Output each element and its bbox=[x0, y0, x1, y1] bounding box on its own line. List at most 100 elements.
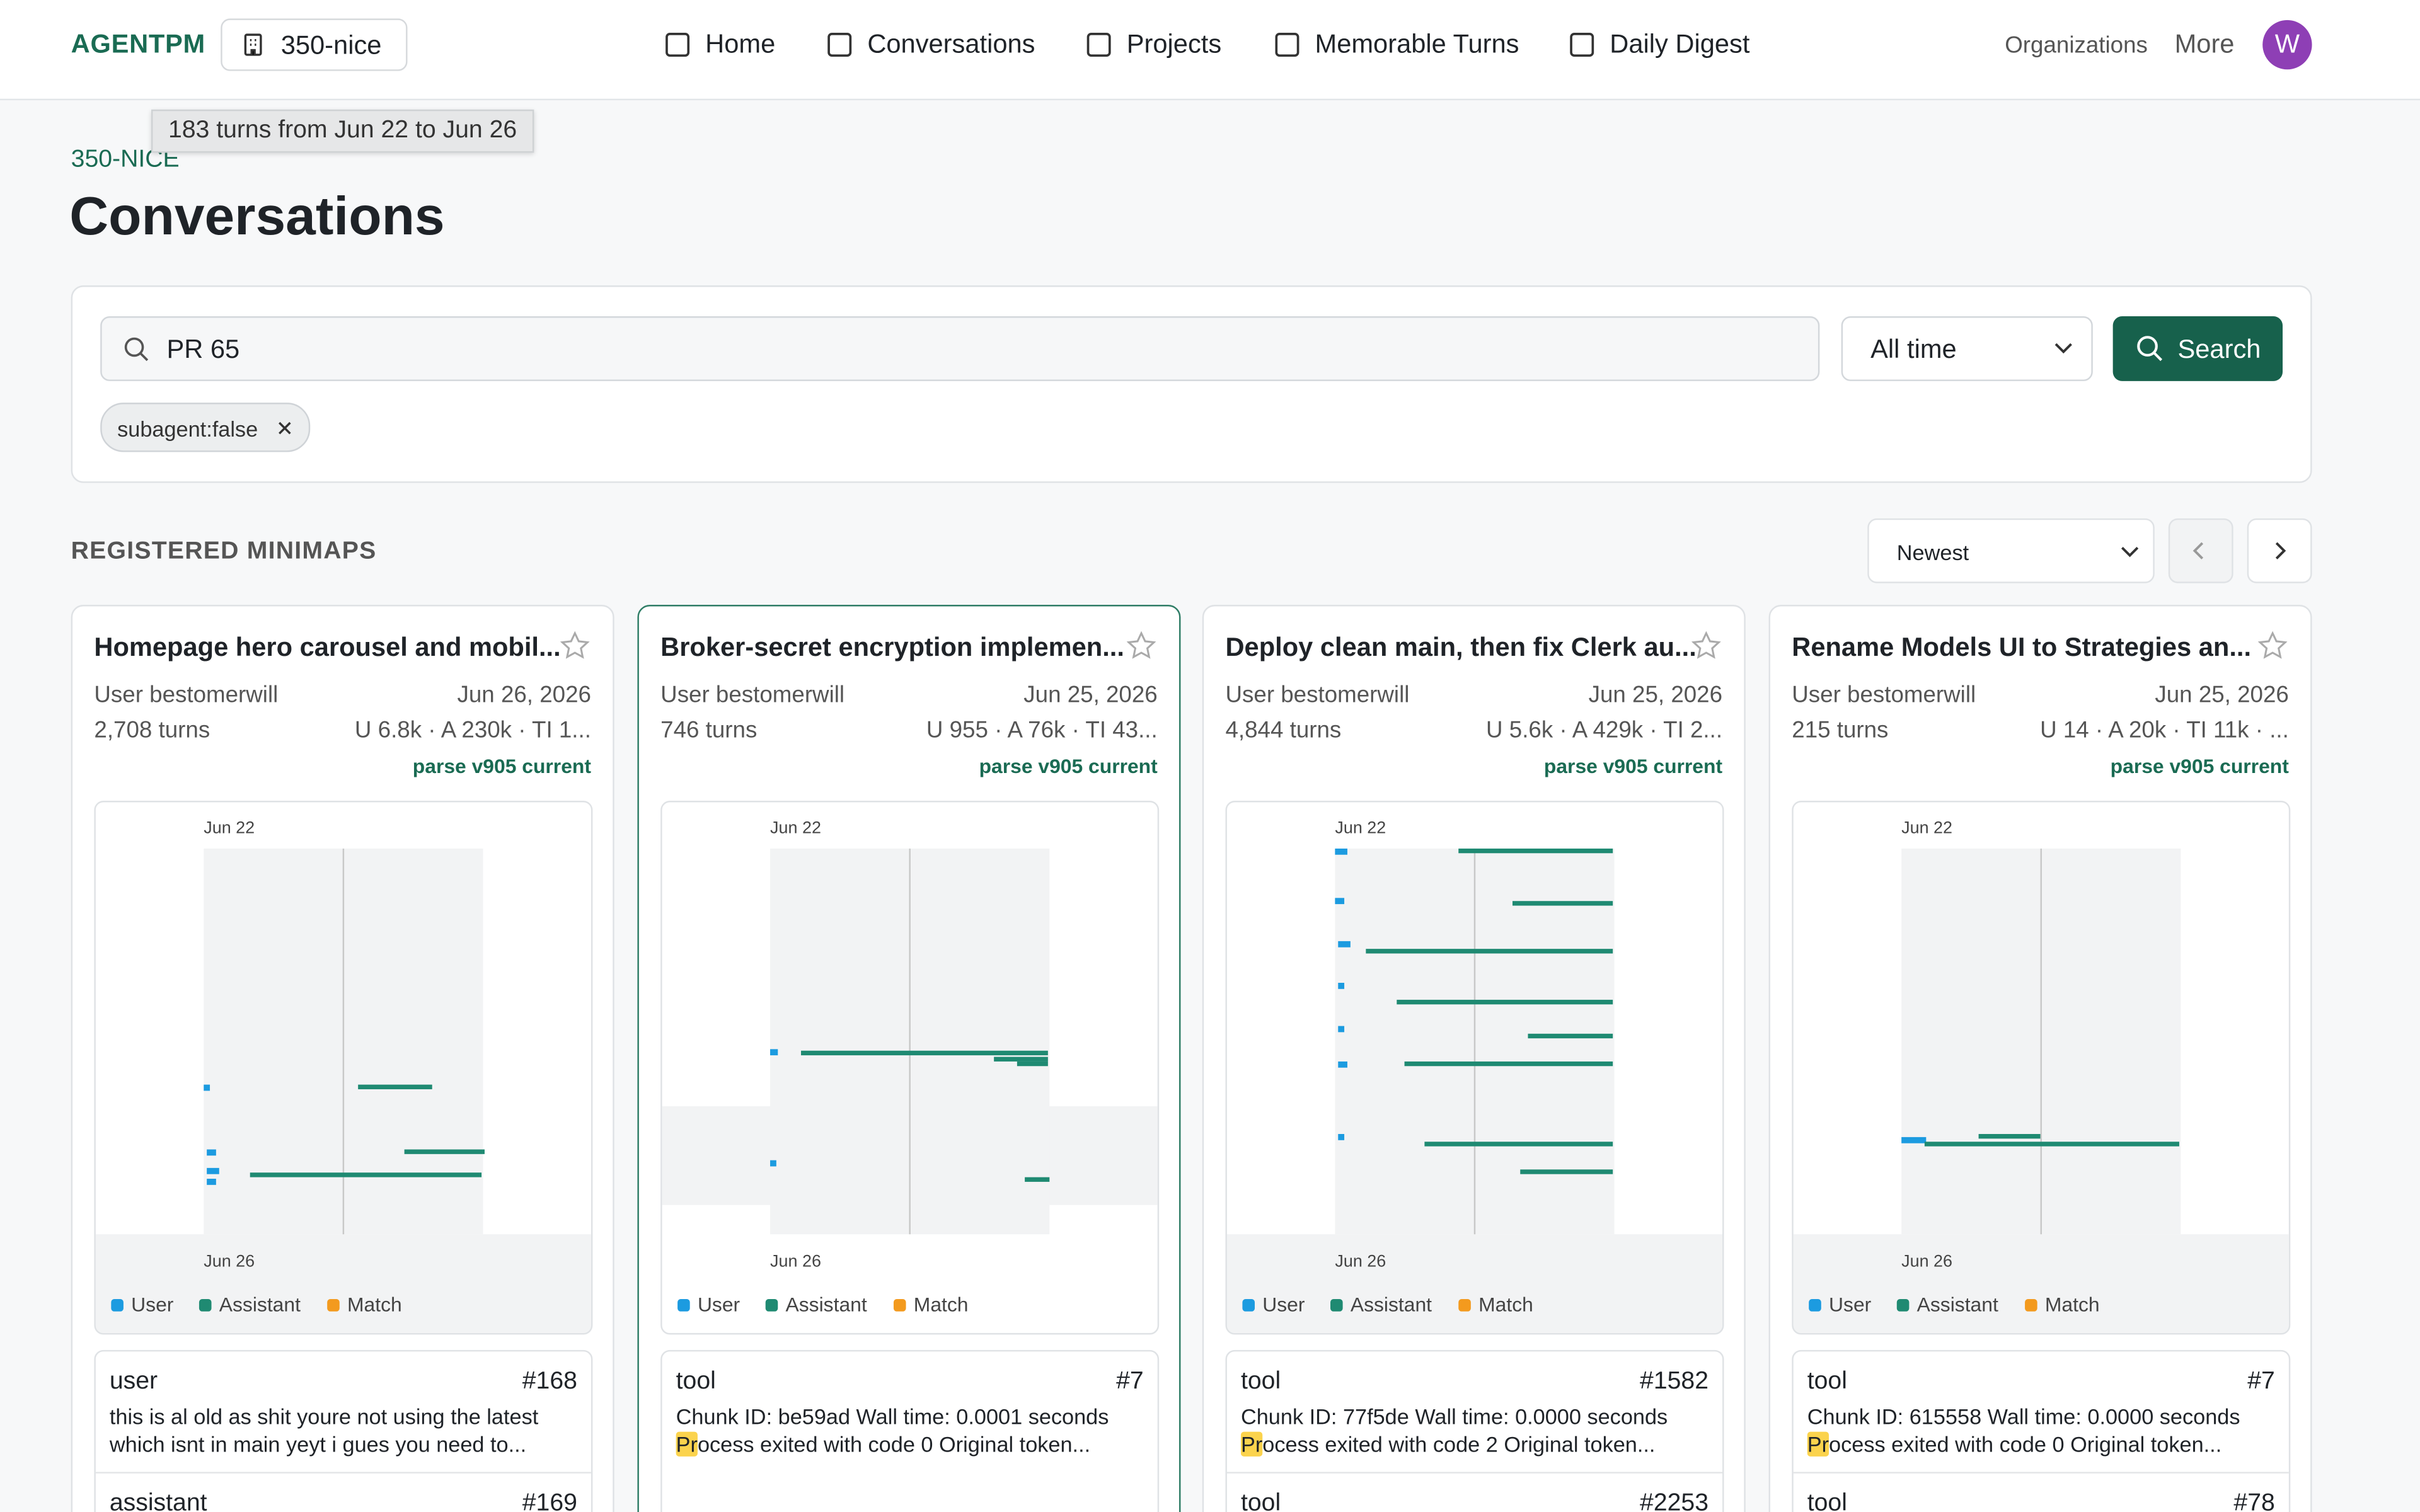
assistant-bar bbox=[1512, 901, 1613, 906]
chevron-right bbox=[2275, 542, 2286, 559]
minimap-shade bbox=[1793, 1234, 2289, 1333]
snippet-text: Chunk ID: 77f5de Wall time: 0.0000 secon… bbox=[1240, 1404, 1668, 1429]
nav-icon bbox=[1275, 33, 1299, 57]
nav-label: Memorable Turns bbox=[1315, 29, 1519, 59]
turn-snippets: tool #7 Chunk ID: 615558 Wall time: 0.0000… bbox=[1792, 1349, 2291, 1512]
legend-label: Assistant bbox=[1350, 1293, 1432, 1316]
org-name: 350-nice bbox=[280, 30, 382, 60]
conversation-card[interactable]: Broker-secret encryption implemen... User… bbox=[637, 605, 1181, 1512]
assistant-bar bbox=[1924, 1142, 2179, 1147]
turn-snippets: user #168 this is al old as shit youre not… bbox=[94, 1349, 593, 1512]
chevron bbox=[2121, 547, 2139, 558]
nav-icon bbox=[1570, 33, 1594, 57]
user-bar bbox=[1338, 983, 1345, 989]
star-icon bbox=[560, 631, 590, 659]
minimap-shade bbox=[1226, 1234, 1723, 1333]
user-bar bbox=[1338, 1061, 1347, 1068]
card-stats: U 14 · A 20k · TI 11k · ... bbox=[2040, 717, 2289, 744]
user-bar bbox=[207, 1149, 216, 1156]
org-icon bbox=[244, 33, 262, 56]
minimap-axis bbox=[342, 848, 345, 1235]
turn-number snip: #78 bbox=[2233, 1490, 2275, 1512]
user-bar bbox=[1338, 1026, 1345, 1033]
user-bar bbox=[1338, 941, 1351, 948]
card-date: Jun 25, 2026 bbox=[2155, 682, 2289, 709]
turn-text: this is al old as shit youre not using t… bbox=[110, 1402, 577, 1458]
chip-remove[interactable] bbox=[278, 421, 292, 435]
turn-role snip: tool bbox=[676, 1368, 716, 1395]
turn-number snip: #7 bbox=[1116, 1368, 1144, 1395]
legend-label: Match bbox=[347, 1293, 402, 1316]
tooltip: 183 turns from Jun 22 to Jun 26 bbox=[151, 109, 534, 153]
divider bbox=[1793, 1472, 2289, 1474]
legend-swatch bbox=[2025, 1299, 2037, 1312]
top-nav: AGENTPM 350-nice Organizations More W bbox=[0, 0, 2420, 101]
legend-label: Assistant bbox=[1916, 1293, 1998, 1316]
conversation-card[interactable]: Deploy clean main, then fix Clerk au... U… bbox=[1202, 605, 1746, 1512]
time-range: All time bbox=[1870, 335, 1957, 364]
assistant-bar bbox=[1528, 1033, 1613, 1039]
turn-role snip: tool bbox=[1240, 1368, 1281, 1395]
next-page[interactable] bbox=[2247, 518, 2312, 583]
assistant-bar bbox=[1404, 1061, 1613, 1067]
legend-label: Assistant bbox=[219, 1293, 301, 1316]
turn-number snip: #1582 bbox=[1640, 1368, 1709, 1395]
match-highlight: Pr bbox=[1807, 1431, 1829, 1457]
turn-number snip: #7 bbox=[2247, 1368, 2275, 1395]
chevron-left bbox=[2192, 542, 2204, 559]
snippet-text: Chunk ID: be59ad Wall time: 0.0001 secon… bbox=[676, 1404, 1109, 1429]
org-switcher[interactable]: 350-nice bbox=[221, 18, 408, 71]
search-icon bbox=[2137, 336, 2163, 362]
turn-role snip: tool bbox=[1807, 1490, 1847, 1512]
turn-number snip: #2253 bbox=[1640, 1490, 1709, 1512]
assistant-bar bbox=[1025, 1177, 1050, 1182]
section-title: REGISTERED MINIMAPS bbox=[71, 538, 377, 565]
card-stats: U 955 · A 76k · TI 43... bbox=[926, 717, 1158, 744]
star[interactable] bbox=[1126, 631, 1156, 668]
nav-icon bbox=[666, 33, 690, 57]
turn-text: Chunk ID: be59ad Wall time: 0.0001 secon… bbox=[676, 1402, 1144, 1458]
legend-label: Match bbox=[1478, 1293, 1533, 1316]
minimap-start: Jun 22 bbox=[1901, 819, 1953, 838]
prev-page[interactable] bbox=[2168, 518, 2233, 583]
minimap-axis bbox=[909, 848, 911, 1235]
conversation-card[interactable]: Rename Models UI to Strategies an... User… bbox=[1768, 605, 2312, 1512]
sort-select[interactable]: Newest bbox=[1867, 518, 2155, 583]
turn-text: Chunk ID: 77f5de Wall time: 0.0000 secon… bbox=[1240, 1402, 1708, 1458]
star[interactable] bbox=[2257, 631, 2288, 668]
assistant-bar bbox=[1366, 949, 1613, 954]
assistant-bar bbox=[1017, 1061, 1048, 1067]
search-input[interactable]: PR 65 bbox=[100, 316, 1820, 381]
nav-label: Conversations bbox=[867, 29, 1035, 59]
legend-swatch bbox=[111, 1299, 124, 1312]
legend-swatch bbox=[1242, 1299, 1255, 1312]
search-query: PR 65 bbox=[166, 335, 240, 364]
time-range-select[interactable]: All time bbox=[1841, 316, 2093, 381]
snippet-text: ocess exited with code 2 Original token.… bbox=[1262, 1431, 1656, 1457]
minimap-end: Jun 26 bbox=[1901, 1252, 1953, 1271]
brand[interactable]: AGENTPM bbox=[71, 29, 205, 59]
more-menu[interactable]: More bbox=[2174, 29, 2235, 59]
user-bar bbox=[1901, 1137, 1927, 1143]
snippet-text: this is al old as shit youre not using t… bbox=[109, 1404, 539, 1457]
avatar[interactable]: W bbox=[2262, 20, 2312, 70]
assistant-bar bbox=[404, 1149, 485, 1154]
legend-swatch bbox=[1809, 1299, 1821, 1312]
parse-status: parse v905 current bbox=[1543, 754, 1723, 778]
organizations-link[interactable]: Organizations bbox=[2005, 32, 2148, 59]
nav-icon bbox=[1086, 33, 1111, 57]
divider bbox=[1226, 1472, 1723, 1474]
search-panel: PR 65 All time Search subagent:false bbox=[71, 285, 2312, 483]
assistant-bar bbox=[358, 1084, 432, 1089]
search-button[interactable]: Search bbox=[2112, 316, 2283, 381]
star[interactable] bbox=[560, 631, 590, 668]
legend-swatch bbox=[1896, 1299, 1910, 1312]
star-icon bbox=[2257, 631, 2288, 659]
card-user: User bestomerwill bbox=[660, 682, 845, 709]
card-user: User bestomerwill bbox=[1225, 682, 1410, 709]
star[interactable] bbox=[1691, 631, 1721, 668]
legend-label: Assistant bbox=[785, 1293, 867, 1316]
filter-chip[interactable]: subagent:false bbox=[100, 403, 311, 452]
conversation-card[interactable]: Homepage hero carousel and mobil... User … bbox=[71, 605, 614, 1512]
card-title: Homepage hero carousel and mobil... bbox=[94, 633, 561, 662]
